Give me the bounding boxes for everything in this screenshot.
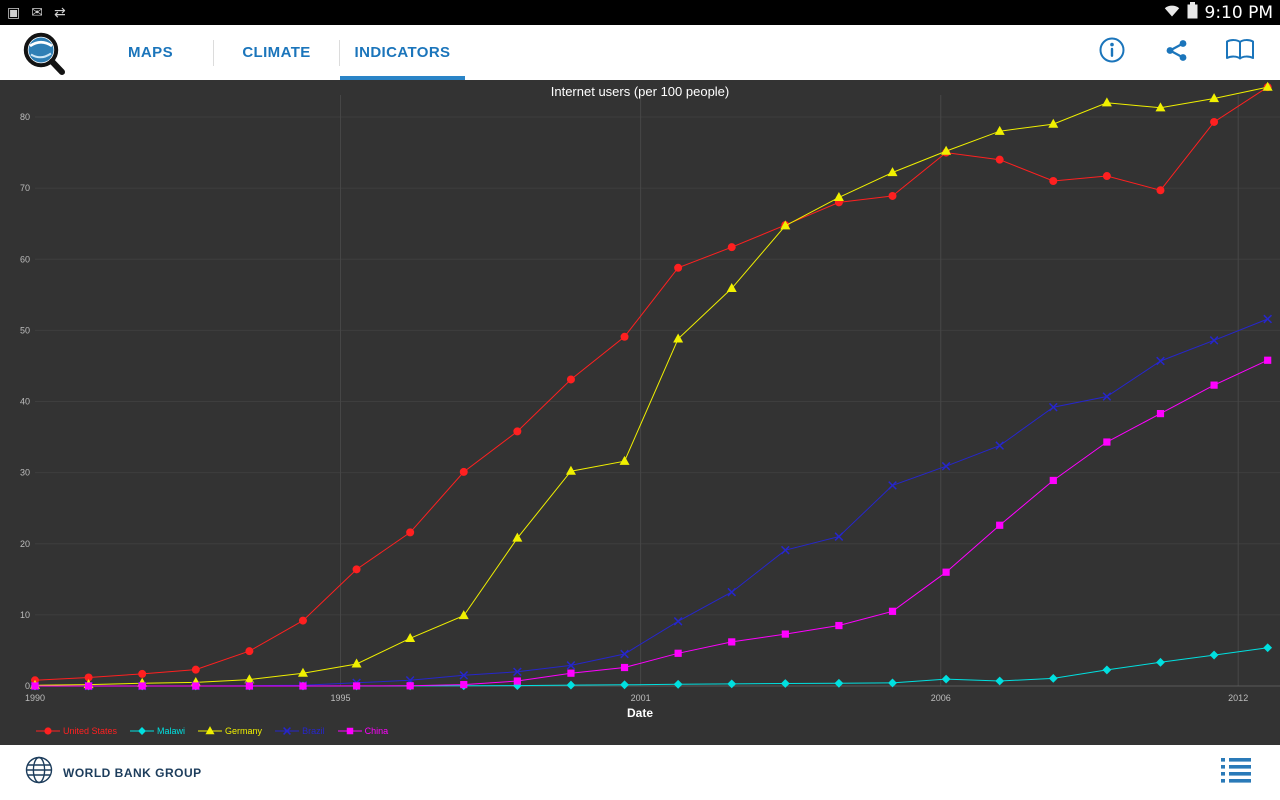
list-icon xyxy=(1221,757,1251,789)
tab-maps-label: MAPS xyxy=(128,44,173,61)
legend: United States Malawi Germany Brazil China xyxy=(36,725,388,737)
x-axis-label: Date xyxy=(626,706,653,720)
y-tick-label: 0 xyxy=(25,681,30,691)
brand-text: WORLD BANK GROUP xyxy=(63,765,202,780)
status-system-icons: 9:10 PM xyxy=(1164,1,1274,24)
chart-title: Internet users (per 100 people) xyxy=(550,84,730,99)
info-icon xyxy=(1098,36,1126,69)
y-tick-label: 50 xyxy=(20,325,30,335)
x-tick-label: 1990 xyxy=(25,693,45,703)
tab-climate[interactable]: CLIMATE xyxy=(214,25,339,80)
tab-indicators-label: INDICATORS xyxy=(354,44,451,61)
share-icon xyxy=(1164,37,1189,69)
legend-label: Brazil xyxy=(302,726,325,736)
circle-marker-icon xyxy=(36,727,60,735)
series-malawi xyxy=(30,643,1273,691)
legend-label: China xyxy=(364,726,389,736)
tab-bar: MAPS CLIMATE INDICATORS xyxy=(88,25,465,80)
tab-maps[interactable]: MAPS xyxy=(88,25,213,80)
footer-bar: WORLD BANK GROUP xyxy=(0,745,1280,800)
legend-item-malawi: Malawi xyxy=(130,725,185,737)
app-bar: MAPS CLIMATE INDICATORS xyxy=(0,25,1280,80)
status-bar: ▣ ✉ ⇄ 9:10 PM xyxy=(0,0,1280,25)
legend-label: Germany xyxy=(225,726,263,736)
book-icon xyxy=(1224,37,1256,68)
diamond-marker-icon xyxy=(130,727,155,735)
x-tick-label: 2001 xyxy=(631,693,651,703)
status-notification-icons: ▣ ✉ ⇄ xyxy=(7,6,66,20)
x-tick-label: 1995 xyxy=(330,693,350,703)
chart-canvas[interactable]: 0 10 20 30 40 50 60 70 80 1990 1995 2001 2006 2012 xyxy=(0,80,1280,745)
legend-item-germany: Germany xyxy=(198,725,262,737)
app-actions xyxy=(1092,25,1280,80)
share-button[interactable] xyxy=(1156,33,1196,73)
message-icon: ✉ xyxy=(31,4,43,21)
legend-item-china: China xyxy=(337,725,389,737)
tab-climate-label: CLIMATE xyxy=(242,44,311,61)
indicator-list-button[interactable] xyxy=(1216,753,1256,793)
legend-label: United States xyxy=(63,726,118,736)
battery-icon xyxy=(1187,1,1198,24)
y-tick-label: 10 xyxy=(20,610,30,620)
x-tick-label: 2012 xyxy=(1228,693,1248,703)
series-brazil xyxy=(30,314,1273,691)
legend-label: Malawi xyxy=(157,726,186,736)
y-tick-label: 80 xyxy=(20,112,30,122)
usb-icon: ⇄ xyxy=(53,4,66,21)
wifi-icon xyxy=(1164,4,1180,22)
series-united-states xyxy=(31,83,1272,685)
tab-divider xyxy=(339,39,340,66)
clock: 9:10 PM xyxy=(1204,2,1274,23)
tab-divider xyxy=(213,39,214,66)
legend-item-united-states: United States xyxy=(36,725,117,737)
x-marker-icon xyxy=(275,727,300,735)
info-button[interactable] xyxy=(1092,33,1132,73)
y-tick-label: 40 xyxy=(20,397,30,407)
screenshot-icon: ▣ xyxy=(7,4,21,21)
app-logo-icon xyxy=(0,25,88,80)
square-marker-icon xyxy=(337,727,362,735)
y-tick-label: 20 xyxy=(20,539,30,549)
y-tick-label: 60 xyxy=(20,254,30,264)
y-tick-label: 70 xyxy=(20,183,30,193)
world-bank-globe-icon xyxy=(24,755,54,790)
tab-indicators[interactable]: INDICATORS xyxy=(340,25,465,80)
triangle-marker-icon xyxy=(198,726,223,735)
series-germany xyxy=(30,81,1273,689)
brand: WORLD BANK GROUP xyxy=(24,755,202,790)
series-china xyxy=(31,356,1272,690)
bookmarks-button[interactable] xyxy=(1220,33,1260,73)
legend-item-brazil: Brazil xyxy=(275,725,325,737)
x-tick-label: 2006 xyxy=(931,693,951,703)
chart-panel: 0 10 20 30 40 50 60 70 80 1990 1995 2001 2006 2012 In… xyxy=(0,80,1280,745)
y-tick-label: 30 xyxy=(20,468,30,478)
